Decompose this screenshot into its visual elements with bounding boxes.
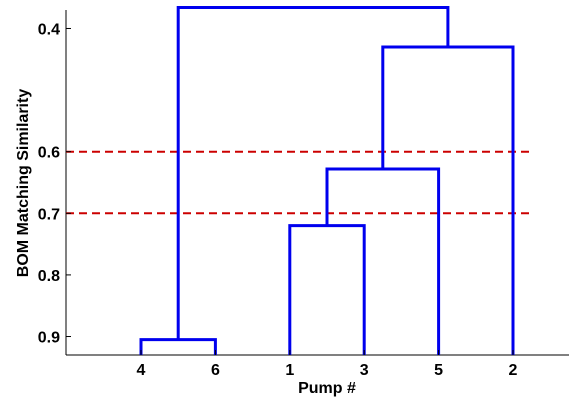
- x-tick-label: 3: [360, 362, 369, 379]
- y-tick-label: 0.6: [38, 145, 60, 162]
- x-tick-label: 6: [211, 362, 220, 379]
- x-tick-label: 1: [285, 362, 294, 379]
- dendrogram-link: [325, 167, 441, 355]
- y-axis-label: BOM Matching Similarity: [15, 89, 32, 278]
- dendrogram-link: [381, 45, 515, 355]
- dendrogram-link: [288, 224, 366, 355]
- axes: [65, 10, 569, 356]
- x-axis-label: Pump #: [298, 380, 356, 397]
- dendrogram-link: [176, 6, 450, 340]
- dendrogram-link: [139, 338, 217, 355]
- y-tick-label: 0.9: [38, 330, 60, 347]
- threshold-lines: [66, 150, 531, 215]
- x-tick-label: 2: [509, 362, 518, 379]
- tick-labels: 0.4 0.6 0.7 0.8 0.9 4 6 1 3 5 2: [38, 21, 518, 379]
- x-tick-label: 5: [434, 362, 443, 379]
- y-tick-label: 0.8: [38, 268, 60, 285]
- y-tick-label: 0.4: [38, 21, 60, 38]
- dendrogram-tree: [139, 6, 515, 355]
- y-tick-label: 0.7: [38, 206, 60, 223]
- x-tick-label: 4: [137, 362, 146, 379]
